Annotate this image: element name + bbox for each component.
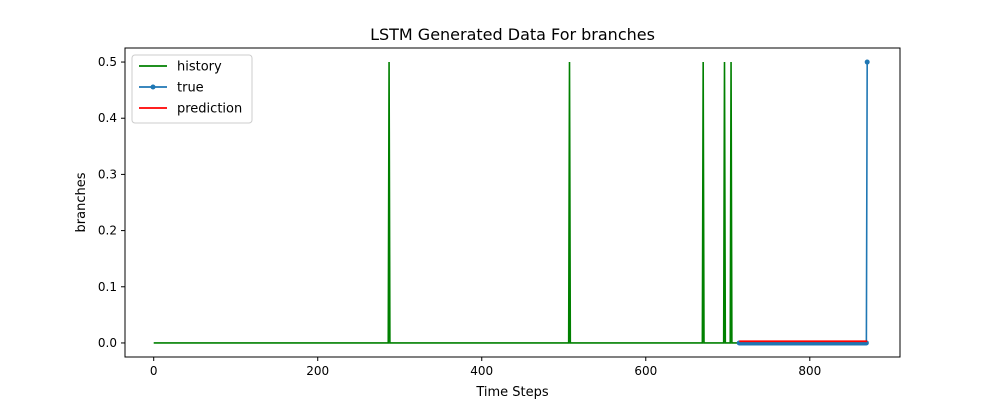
x-axis: 0 200 400 600 800 [150, 357, 821, 378]
x-tick-label: 200 [306, 364, 329, 378]
y-tick-label: 0.0 [98, 336, 117, 350]
x-tick-label: 600 [634, 364, 657, 378]
legend: history true prediction [131, 54, 253, 124]
y-tick-label: 0.5 [98, 55, 117, 69]
legend-marker-true [150, 84, 156, 90]
plot-area [124, 47, 901, 358]
legend-label-true: true [177, 81, 204, 96]
series-true-line [739, 62, 868, 344]
y-tick-label: 0.1 [98, 280, 117, 294]
y-tick-label: 0.2 [98, 224, 117, 238]
series-layer [153, 59, 870, 346]
legend-label-prediction: prediction [177, 102, 242, 117]
x-tick-label: 0 [150, 364, 158, 378]
y-tick-label: 0.4 [98, 111, 117, 125]
y-axis: 0.0 0.1 0.2 0.3 0.4 0.5 [98, 55, 125, 350]
x-tick-label: 800 [798, 364, 821, 378]
legend-label-history: history [177, 60, 222, 75]
x-tick-label: 400 [470, 364, 493, 378]
y-axis-label: branches [74, 172, 89, 232]
series-history-line [153, 62, 739, 344]
series-true-point [864, 59, 870, 65]
y-tick-label: 0.3 [98, 167, 117, 181]
legend-box [131, 54, 253, 124]
x-axis-label: Time Steps [475, 385, 549, 400]
chart-title: LSTM Generated Data For branches [370, 25, 655, 44]
